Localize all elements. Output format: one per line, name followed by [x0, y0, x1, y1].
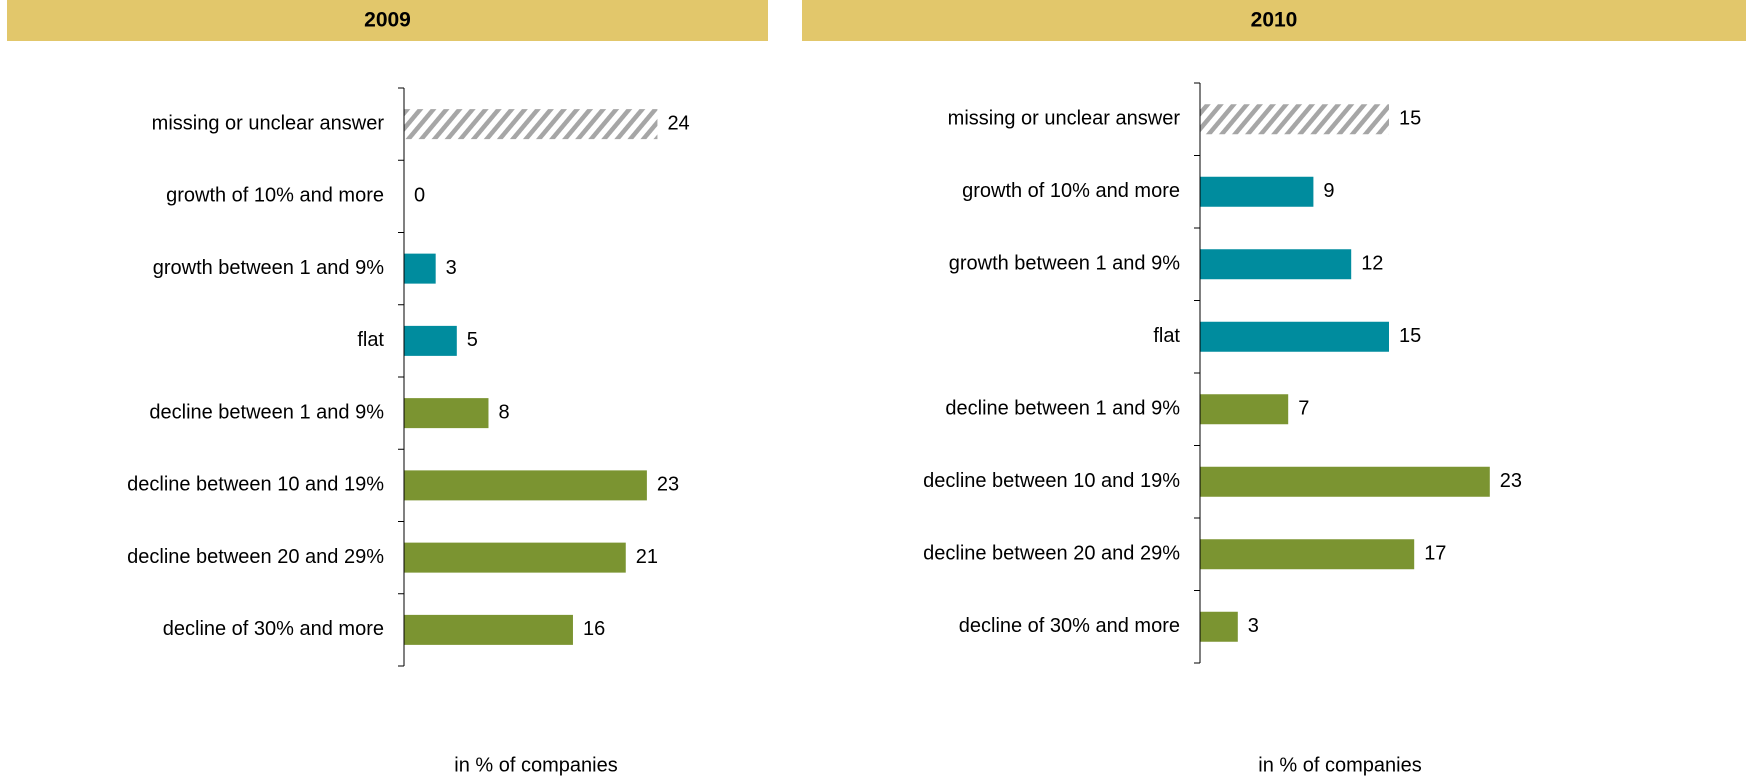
bar: [404, 253, 436, 284]
category-label: decline between 20 and 29%: [127, 546, 384, 568]
value-label: 0: [414, 185, 425, 207]
value-label: 3: [446, 257, 457, 279]
value-label: 8: [498, 401, 509, 423]
value-label: 21: [636, 546, 658, 568]
value-label: 7: [1298, 398, 1309, 420]
category-label: growth of 10% and more: [166, 185, 384, 207]
category-label: decline of 30% and more: [163, 618, 384, 640]
category-label: decline between 1 and 9%: [945, 398, 1180, 420]
value-label: 15: [1399, 108, 1421, 130]
x-axis-label: in % of companies: [1258, 754, 1421, 776]
value-label: 23: [657, 474, 679, 496]
value-label: 5: [467, 329, 478, 351]
bar: [404, 398, 489, 429]
value-label: 24: [667, 112, 689, 134]
category-label: decline between 10 and 19%: [127, 474, 384, 496]
category-label: missing or unclear answer: [948, 108, 1181, 130]
category-label: growth of 10% and more: [962, 180, 1180, 202]
value-label: 23: [1500, 470, 1522, 492]
title-band: [7, 0, 768, 41]
bar: [404, 542, 626, 573]
category-label: decline between 1 and 9%: [149, 401, 384, 423]
value-label: 9: [1323, 180, 1334, 202]
category-label: missing or unclear answer: [152, 112, 385, 134]
value-label: 15: [1399, 325, 1421, 347]
value-label: 3: [1248, 615, 1259, 637]
value-label: 17: [1424, 543, 1446, 565]
bar: [1200, 104, 1389, 135]
bar: [404, 109, 658, 140]
value-label: 12: [1361, 253, 1383, 275]
bar: [1200, 466, 1490, 497]
category-label: flat: [1153, 325, 1180, 347]
bar: [404, 470, 647, 501]
bar: [1200, 611, 1238, 642]
value-label: 16: [583, 618, 605, 640]
category-label: decline between 20 and 29%: [923, 543, 1180, 565]
bar: [1200, 321, 1389, 352]
bar: [1200, 249, 1352, 280]
bar: [1200, 176, 1314, 207]
category-label: decline between 10 and 19%: [923, 470, 1180, 492]
bar: [404, 614, 573, 645]
bar: [404, 325, 457, 356]
category-label: growth between 1 and 9%: [949, 253, 1180, 275]
category-label: decline of 30% and more: [959, 615, 1180, 637]
bar: [1200, 394, 1289, 425]
bar: [1200, 539, 1415, 570]
category-label: growth between 1 and 9%: [153, 257, 384, 279]
x-axis-label: in % of companies: [454, 754, 617, 776]
chart-title: 2010: [1251, 9, 1298, 32]
title-band: [802, 0, 1746, 41]
chart-title: 2009: [364, 9, 411, 32]
category-label: flat: [357, 329, 384, 351]
